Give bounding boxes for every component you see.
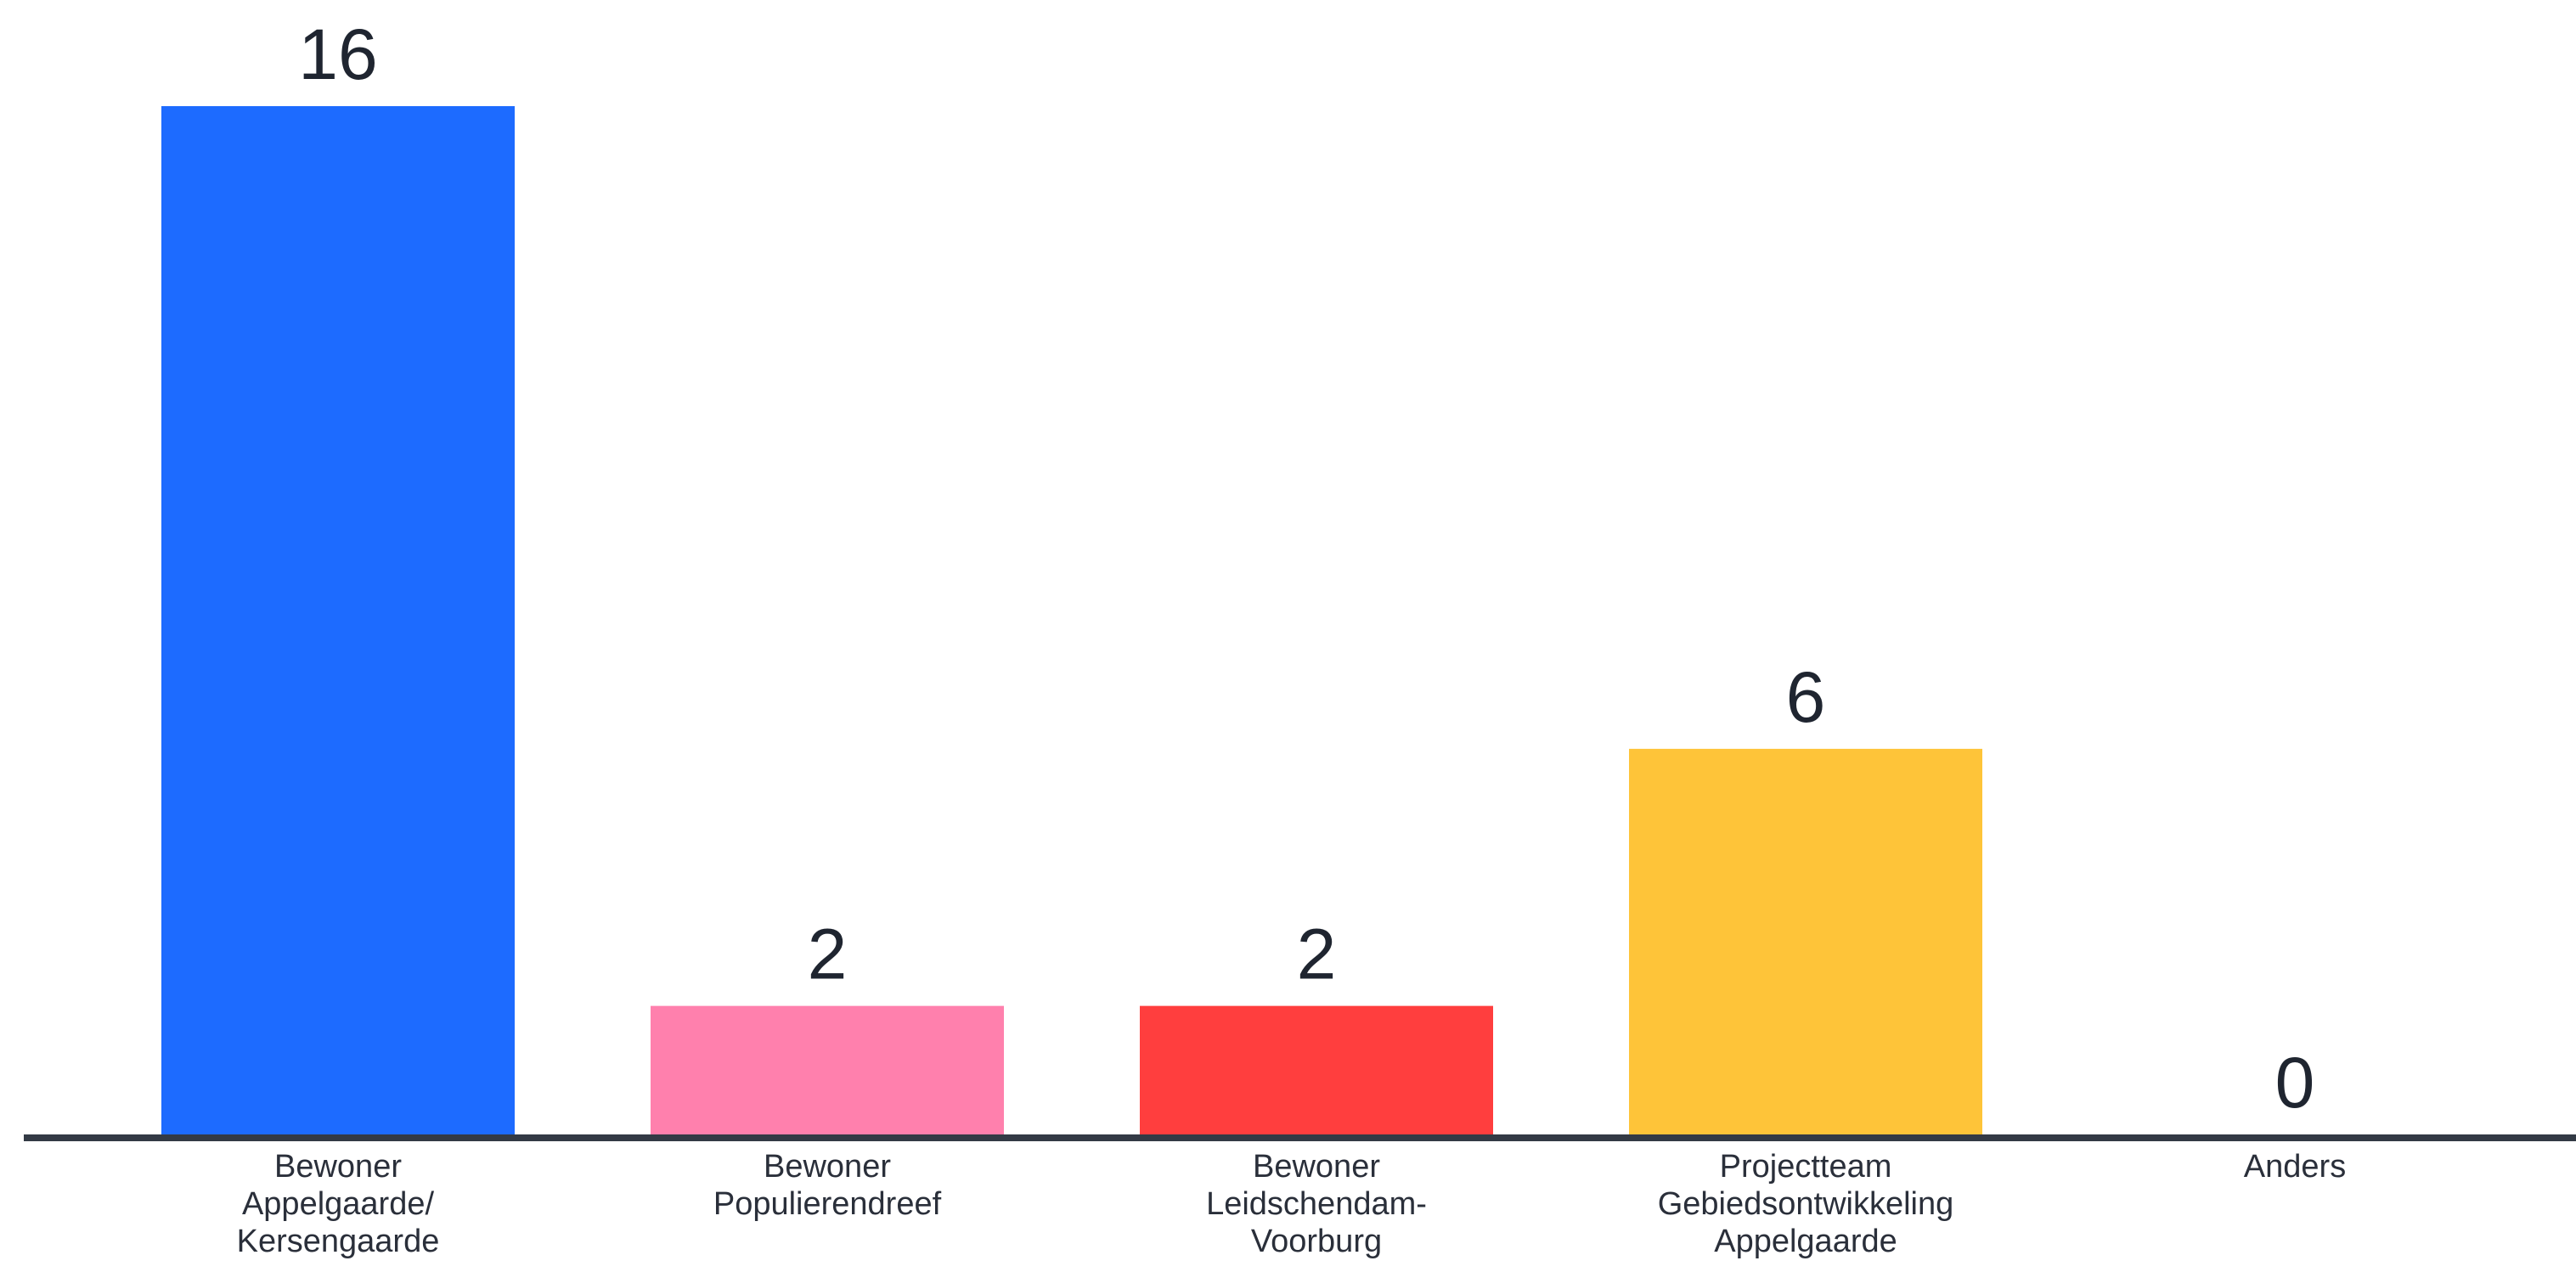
category-label-line: Voorburg [1251, 1224, 1382, 1259]
category-label-4: ProjectteamGebiedsontwikkelingAppelgaard… [1658, 1149, 1954, 1259]
bar-1 [161, 106, 515, 1134]
bar-3 [1140, 1005, 1493, 1134]
bar-4 [1629, 748, 1982, 1134]
category-label-line: Projectteam [1720, 1149, 1892, 1185]
category-label-5: Anders [2244, 1149, 2346, 1185]
category-label-line: Leidschendam- [1206, 1186, 1427, 1222]
category-label-line: Bewoner [1253, 1149, 1380, 1185]
category-label-line: Anders [2244, 1149, 2346, 1185]
value-label-5: 0 [2275, 1043, 2315, 1123]
value-label-1: 16 [298, 14, 377, 94]
category-label-line: Appelgaarde/ [242, 1186, 435, 1222]
category-label-line: Bewoner [274, 1149, 402, 1185]
value-labels-group: 16 2 2 6 0 [298, 14, 2314, 1123]
category-label-line: Appelgaarde [1714, 1224, 1897, 1259]
bar-2 [651, 1005, 1004, 1134]
category-label-line: Populierendreef [713, 1186, 942, 1222]
value-label-3: 2 [1297, 915, 1337, 994]
category-label-line: Gebiedsontwikkeling [1658, 1186, 1954, 1222]
category-label-line: Kersengaarde [237, 1224, 440, 1259]
bars-group [161, 106, 1982, 1134]
value-label-4: 6 [1786, 657, 1826, 737]
value-label-2: 2 [808, 915, 848, 994]
category-label-line: Bewoner [764, 1149, 891, 1185]
category-labels-group: BewonerAppelgaarde/KersengaardeBewonerPo… [237, 1149, 2347, 1259]
